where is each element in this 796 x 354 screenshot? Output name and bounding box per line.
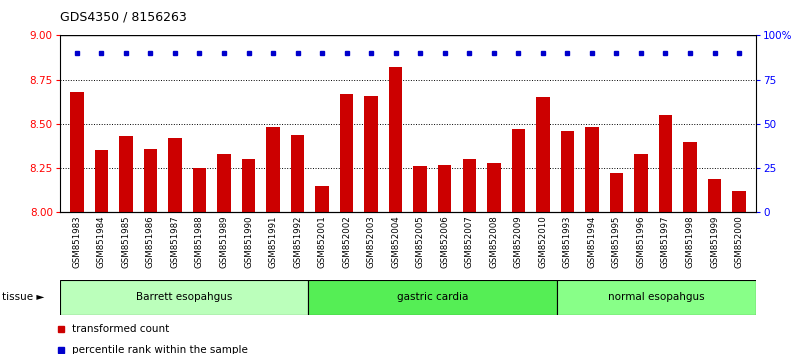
Bar [267,127,280,212]
Bar [610,173,623,212]
Text: GSM851987: GSM851987 [170,216,179,268]
Text: GSM851996: GSM851996 [637,216,646,268]
Text: GSM851983: GSM851983 [72,216,81,268]
Bar [683,142,696,212]
Text: normal esopahgus: normal esopahgus [608,292,705,302]
Text: GSM851993: GSM851993 [563,216,572,268]
Text: GSM852008: GSM852008 [490,216,498,268]
Text: GSM851988: GSM851988 [195,216,204,268]
Bar [413,166,427,212]
Bar [708,179,721,212]
Bar [487,163,501,212]
Text: GSM851984: GSM851984 [97,216,106,268]
Bar [512,129,525,212]
Text: GSM851990: GSM851990 [244,216,253,268]
Bar [438,165,451,212]
Text: Barrett esopahgus: Barrett esopahgus [136,292,232,302]
Bar [340,94,353,212]
Text: GSM851998: GSM851998 [685,216,694,268]
Text: GSM852001: GSM852001 [318,216,326,268]
Text: GSM852002: GSM852002 [342,216,351,268]
Text: tissue ►: tissue ► [2,292,44,302]
Text: GSM851995: GSM851995 [612,216,621,268]
Text: GSM851992: GSM851992 [293,216,302,268]
Bar [308,280,557,315]
Text: GSM852009: GSM852009 [513,216,523,268]
Text: GDS4350 / 8156263: GDS4350 / 8156263 [60,11,186,24]
Bar [217,154,231,212]
Bar [732,191,746,212]
Text: gastric cardia: gastric cardia [397,292,469,302]
Bar [291,135,304,212]
Bar [144,149,157,212]
Bar [585,127,599,212]
Text: GSM851994: GSM851994 [587,216,596,268]
Bar [389,67,403,212]
Bar [634,154,648,212]
Text: GSM852005: GSM852005 [416,216,425,268]
Bar [659,115,672,212]
Bar [560,131,574,212]
Bar [462,159,476,212]
Bar [60,280,308,315]
Bar [315,186,329,212]
Bar [557,280,756,315]
Text: GSM852003: GSM852003 [367,216,376,268]
Bar [536,97,549,212]
Bar [365,96,378,212]
Bar [95,150,108,212]
Bar [242,159,256,212]
Text: GSM852010: GSM852010 [538,216,548,268]
Text: GSM852000: GSM852000 [735,216,743,268]
Text: GSM851985: GSM851985 [122,216,131,268]
Text: GSM851999: GSM851999 [710,216,719,268]
Bar [168,138,181,212]
Text: GSM851997: GSM851997 [661,216,670,268]
Text: transformed count: transformed count [72,324,170,334]
Text: GSM852007: GSM852007 [465,216,474,268]
Text: GSM851986: GSM851986 [146,216,155,268]
Text: GSM852006: GSM852006 [440,216,449,268]
Text: GSM851989: GSM851989 [220,216,228,268]
Text: GSM851991: GSM851991 [268,216,278,268]
Text: GSM852004: GSM852004 [391,216,400,268]
Bar [119,136,133,212]
Bar [193,168,206,212]
Text: percentile rank within the sample: percentile rank within the sample [72,346,248,354]
Bar [70,92,84,212]
